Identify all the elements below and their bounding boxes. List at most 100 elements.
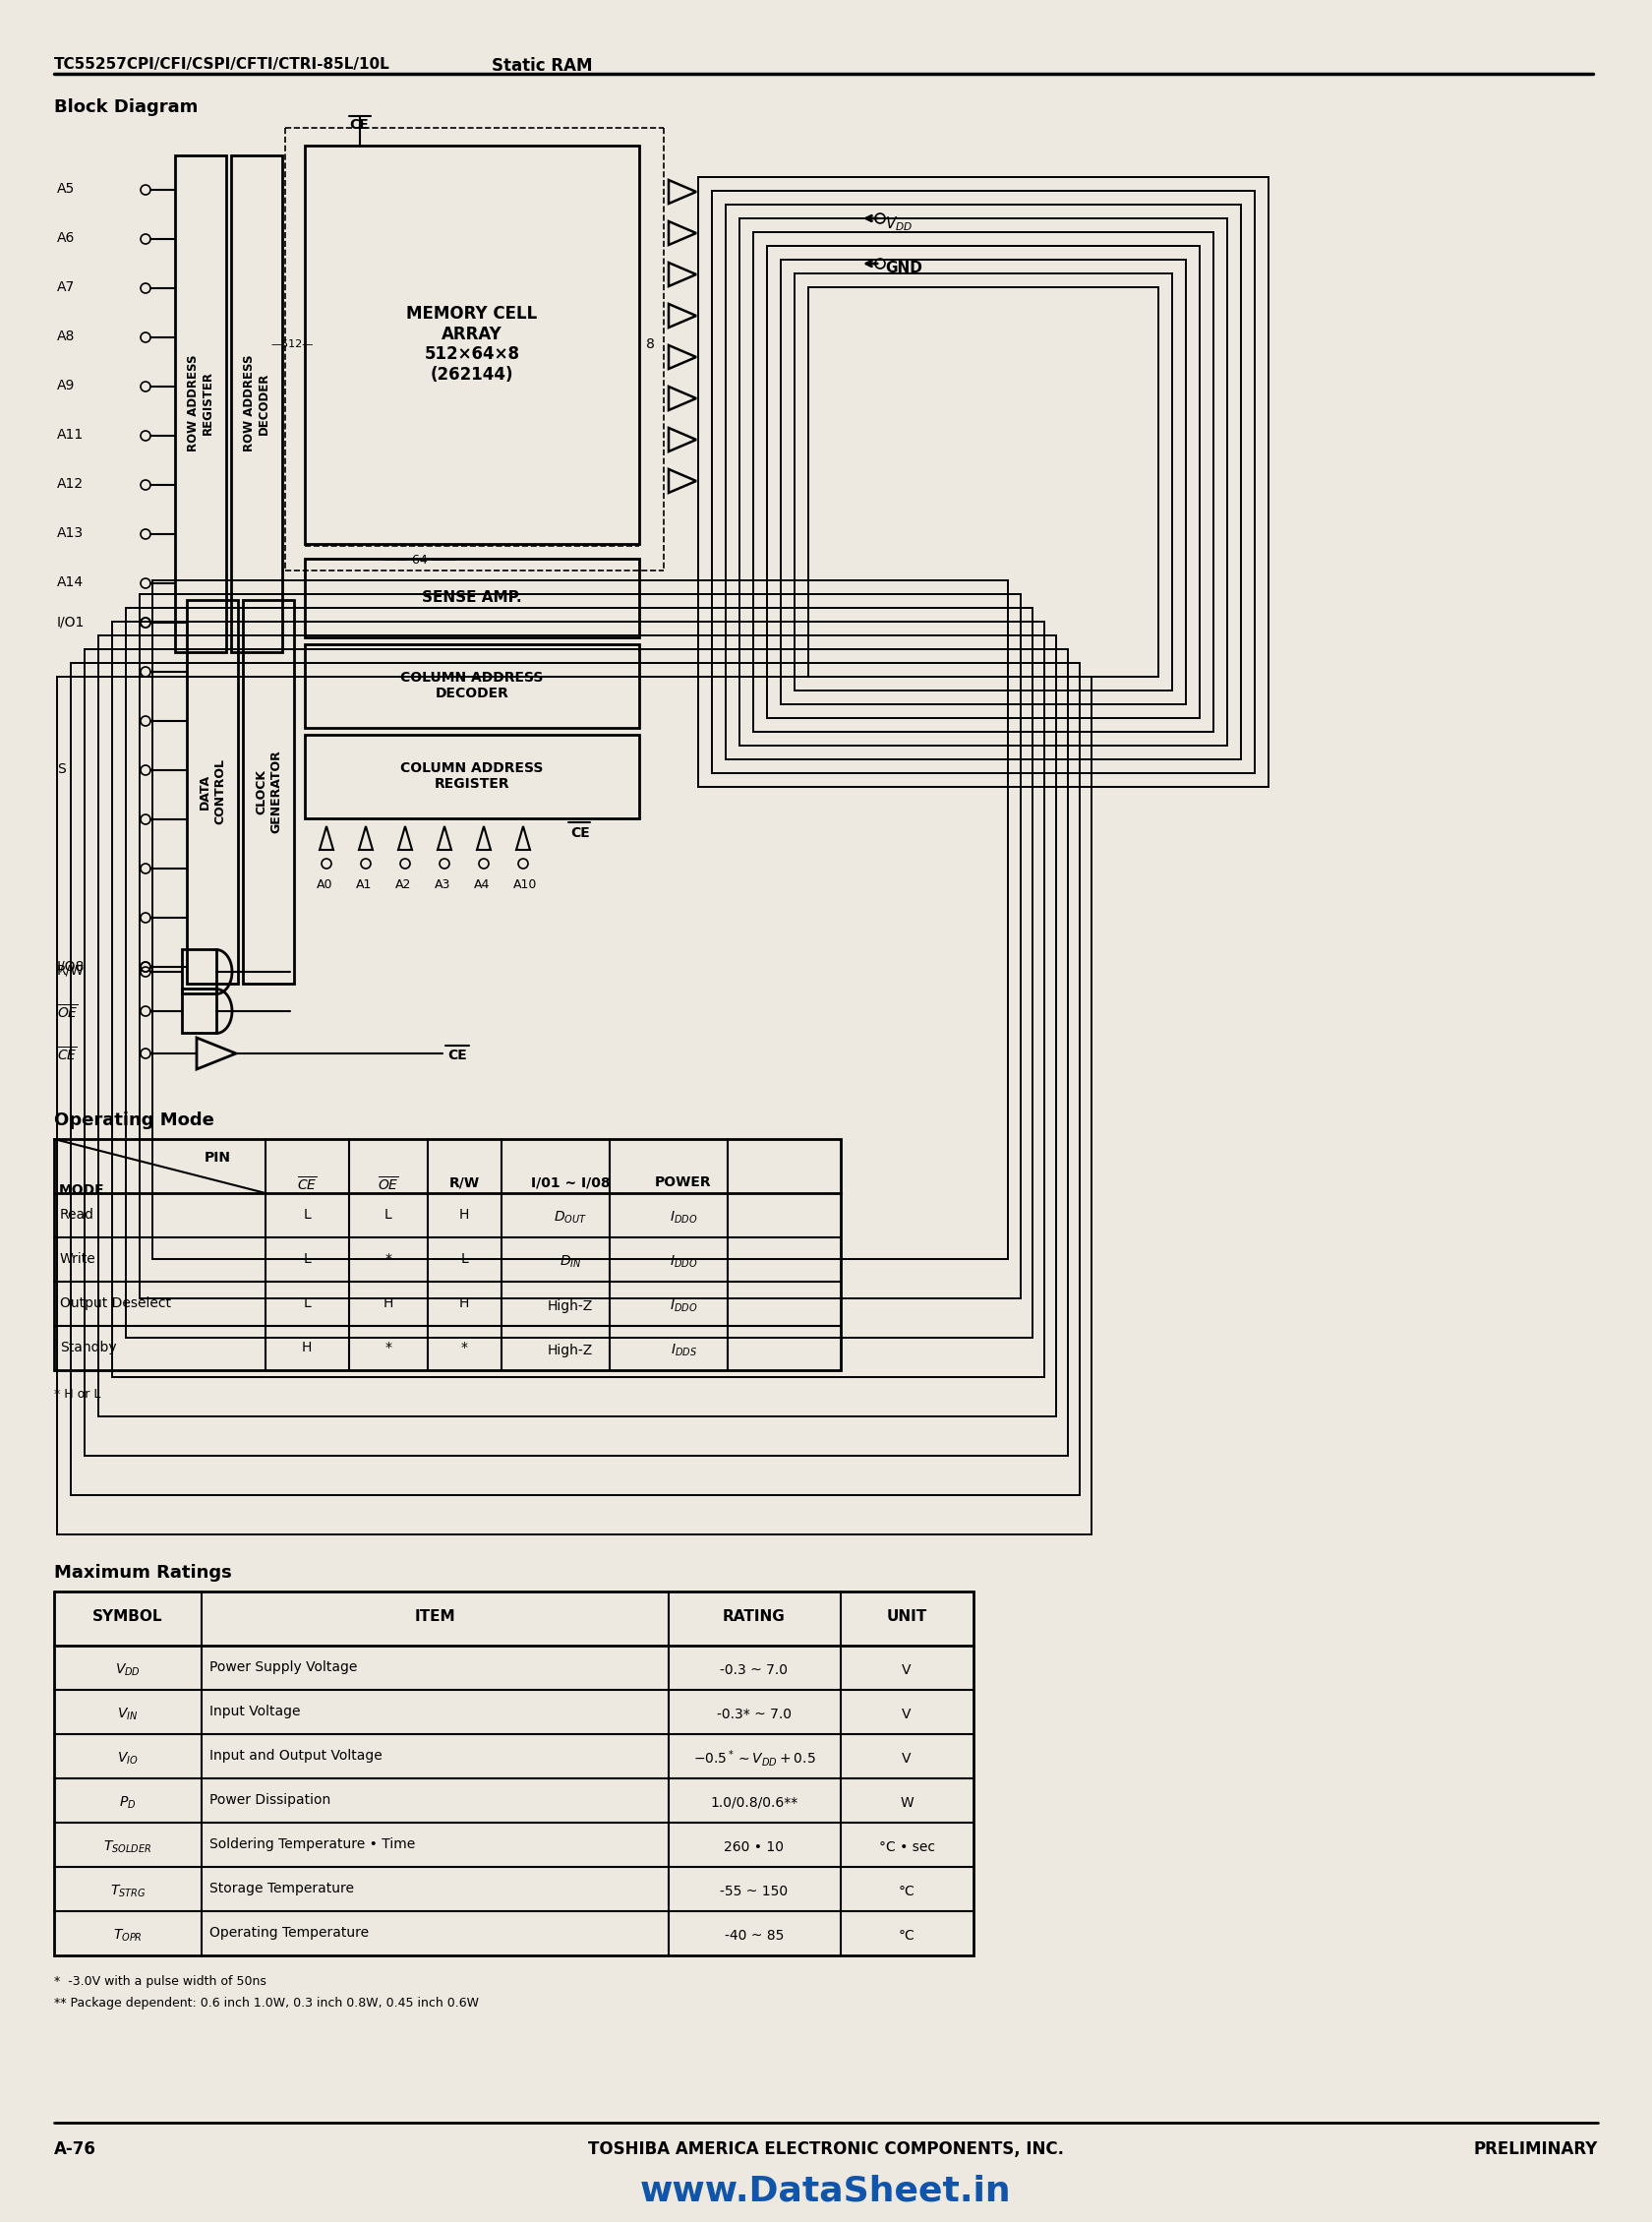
Text: *: * [461,1340,468,1355]
Text: —— 64 ——: —— 64 —— [383,553,456,567]
Text: $I_{DDS}$: $I_{DDS}$ [671,1342,697,1358]
Text: Write: Write [59,1253,96,1267]
Text: $\overline{CE}$: $\overline{CE}$ [58,1047,78,1064]
Text: Maximum Ratings: Maximum Ratings [55,1564,231,1582]
Bar [55,1591,973,1955]
Text: A14: A14 [58,575,84,589]
Text: * H or L: * H or L [55,1389,101,1400]
Text: -40 ~ 85: -40 ~ 85 [725,1929,785,1942]
Text: 260 • 10: 260 • 10 [724,1840,785,1853]
Text: I/O8: I/O8 [58,960,84,973]
Text: °C • sec: °C • sec [879,1840,935,1853]
Text: COLUMN ADDRESS
DECODER: COLUMN ADDRESS DECODER [400,671,544,700]
Bar [99,635,1056,1415]
Text: I/O1: I/O1 [58,615,84,629]
Text: POWER: POWER [656,1175,712,1189]
Text: R/W: R/W [58,964,84,978]
Text: A9: A9 [58,378,74,393]
Text: A7: A7 [58,280,74,293]
Text: $-0.5^* {\sim} V_{DD} + 0.5$: $-0.5^* {\sim} V_{DD} + 0.5$ [692,1749,816,1769]
Text: S: S [58,762,66,775]
Text: Block Diagram: Block Diagram [55,98,198,116]
Bar [182,949,216,993]
Text: www.DataSheet.in: www.DataSheet.in [641,2175,1011,2209]
Text: COLUMN ADDRESS
REGISTER: COLUMN ADDRESS REGISTER [400,762,544,791]
Text: Standby: Standby [59,1340,117,1355]
Text: A12: A12 [58,478,84,491]
Text: $D_{IN}$: $D_{IN}$ [560,1253,582,1271]
Text: Operating Mode: Operating Mode [55,1111,215,1129]
Text: Operating Temperature: Operating Temperature [210,1926,368,1940]
Text: $\overline{OE}$: $\overline{OE}$ [58,1004,78,1022]
Text: Power Dissipation: Power Dissipation [210,1793,330,1806]
Text: High-Z: High-Z [547,1300,593,1313]
Bar [712,191,1256,773]
Text: $I_{DDO}$: $I_{DDO}$ [669,1298,697,1315]
Text: V: V [902,1751,912,1766]
Text: High-Z: High-Z [547,1344,593,1358]
Bar [753,231,1214,731]
Text: L: L [385,1209,392,1222]
Bar [112,622,1044,1378]
Text: $V_{DD}$: $V_{DD}$ [885,216,914,233]
Text: 8: 8 [646,338,654,351]
Text: L: L [461,1253,468,1267]
Text: ITEM: ITEM [415,1609,454,1624]
Text: $T_{OPR}$: $T_{OPR}$ [114,1929,142,1944]
Text: H: H [459,1209,469,1222]
Text: $T_{STRG}$: $T_{STRG}$ [111,1884,145,1900]
Text: Power Supply Voltage: Power Supply Voltage [210,1660,357,1673]
Text: *: * [385,1253,392,1267]
Text: Soldering Temperature • Time: Soldering Temperature • Time [210,1838,415,1851]
Text: UNIT: UNIT [887,1609,927,1624]
Text: °C: °C [899,1884,915,1898]
Text: A8: A8 [58,329,74,342]
Bar [140,593,1021,1298]
Text: A6: A6 [58,231,74,244]
Text: DATA
CONTROL: DATA CONTROL [198,760,226,824]
Text: A0: A0 [317,878,332,891]
Text: PIN: PIN [205,1151,231,1164]
Text: $T_{SOLDER}$: $T_{SOLDER}$ [104,1840,152,1855]
Text: *  -3.0V with a pulse width of 50ns: * -3.0V with a pulse width of 50ns [55,1975,266,1989]
Text: RATING: RATING [724,1609,786,1624]
Text: -0.3 ~ 7.0: -0.3 ~ 7.0 [720,1664,788,1678]
Bar [71,662,1080,1495]
Bar [231,156,282,651]
Bar [781,260,1186,704]
Bar [55,1140,841,1371]
Text: CE: CE [349,118,368,131]
Bar [126,609,1032,1338]
Text: L: L [302,1295,311,1311]
Text: A11: A11 [58,429,84,442]
Text: A13: A13 [58,527,84,540]
Bar [306,147,639,544]
Bar [84,649,1067,1455]
Text: R/W: R/W [449,1175,479,1189]
Text: ** Package dependent: 0.6 inch 1.0W, 0.3 inch 0.8W, 0.45 inch 0.6W: ** Package dependent: 0.6 inch 1.0W, 0.3… [55,1998,479,2009]
Text: $\overline{CE}$: $\overline{CE}$ [297,1175,317,1193]
Text: A5: A5 [58,182,74,196]
Bar [182,989,216,1033]
Text: CLOCK
GENERATOR: CLOCK GENERATOR [254,751,282,833]
Text: Storage Temperature: Storage Temperature [210,1882,354,1895]
Text: GND: GND [885,260,922,276]
Text: —512—: —512— [271,340,314,349]
Text: L: L [302,1209,311,1222]
Text: ROW ADDRESS
DECODER: ROW ADDRESS DECODER [243,356,271,451]
Text: Output Deselect: Output Deselect [59,1295,172,1311]
Bar [306,558,639,638]
Text: Read: Read [59,1209,94,1222]
Text: A4: A4 [474,878,491,891]
Text: CE: CE [448,1049,468,1062]
Bar [306,644,639,729]
Text: H: H [459,1295,469,1311]
Bar [152,580,1008,1260]
Text: Static RAM: Static RAM [492,58,593,76]
Bar [699,178,1269,787]
Text: $V_{DD}$: $V_{DD}$ [116,1662,140,1678]
Text: SENSE AMP.: SENSE AMP. [421,591,522,604]
Text: A3: A3 [434,878,451,891]
Text: I/01 ~ I/08: I/01 ~ I/08 [530,1175,610,1189]
Text: TOSHIBA AMERICA ELECTRONIC COMPONENTS, INC.: TOSHIBA AMERICA ELECTRONIC COMPONENTS, I… [588,2140,1064,2158]
